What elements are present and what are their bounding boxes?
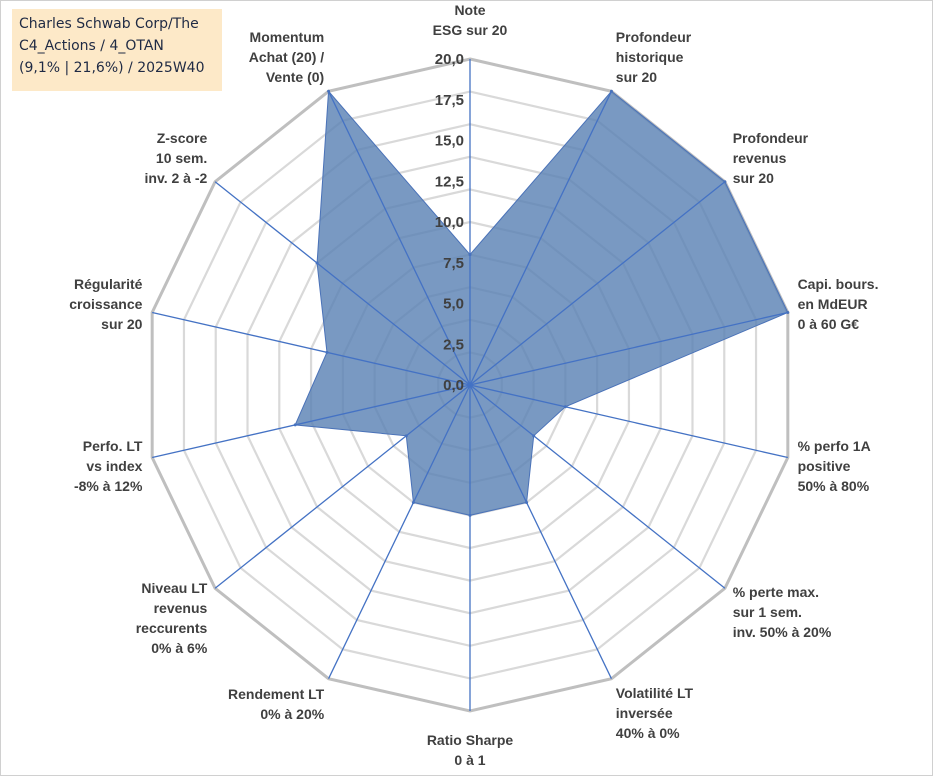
category-label-line: inv. 50% à 20% [733,624,832,640]
spokes [152,59,788,711]
category-label-line: sur 1 sem. [733,604,802,620]
axis-spoke [469,181,726,386]
category-label-line: historique [616,49,684,65]
tick-label: 17,5 [435,92,464,109]
category-label: Ratio Sharpe 0 à 1 [427,732,514,768]
category-label-line: Momentum [250,29,325,45]
tick-label: 0,0 [443,377,464,394]
category-label-line: vs index [86,458,142,474]
category-label-line: Achat (20) / [249,49,325,65]
radial-tick-labels: 0,0 2,5 5,0 7,5 10,0 12,5 15,0 17,5 20,0 [435,51,464,394]
axis-spoke [214,181,471,386]
category-label-line: Z-score [157,130,208,146]
category-label-line: Profondeur [616,29,692,45]
tick-label: 2,5 [443,336,464,353]
tick-label: 20,0 [435,51,464,68]
category-label-line: positive [798,458,851,474]
category-label-line: Rendement LT [228,686,325,702]
chart-title-line-2: C4_Actions / 4_OTAN [19,38,164,54]
axis-spoke [469,384,726,589]
category-label-line: 0 à 60 G€ [798,316,860,332]
category-label-line: 0% à 6% [151,640,208,656]
category-label-line: Volatilité LT [616,685,694,701]
category-label-line: Profondeur [733,130,809,146]
tick-label: 7,5 [443,255,464,272]
category-label: Niveau LT revenus reccurents 0% à 6% [136,580,208,656]
chart-title-line-3: (9,1% | 21,6%) / 2025W40 [19,60,205,76]
category-label: % perfo 1A positive 50% à 80% [798,438,871,494]
category-label-line: Note [454,2,485,18]
category-label-line: revenus [154,600,208,616]
category-label: Régularité croissance sur 20 [69,276,142,332]
chart-title-box: Charles Schwab Corp/The C4_Actions / 4_O… [12,9,222,91]
category-label-line: 50% à 80% [798,478,870,494]
category-label-line: sur 20 [101,316,142,332]
series-area [294,90,789,516]
category-label: Profondeur revenus sur 20 [733,130,809,186]
category-label-line: ESG sur 20 [433,22,508,38]
category-label-line: 40% à 0% [616,725,680,741]
axis-spoke [469,311,788,386]
category-label-line: en MdEUR [798,296,868,312]
axis-spoke [327,384,471,679]
axis-spoke [152,384,471,459]
category-label-line: % perfo 1A [798,438,871,454]
category-label: Z-score 10 sem. inv. 2 à -2 [145,130,208,186]
category-label: Note ESG sur 20 [433,2,508,38]
axis-spoke [469,384,613,679]
tick-label: 15,0 [435,133,464,150]
category-label: Perfo. LT vs index -8% à 12% [74,438,143,494]
category-label-line: Vente (0) [266,69,324,85]
category-label-line: reccurents [136,620,208,636]
tick-label: 12,5 [435,173,464,190]
category-label-line: Ratio Sharpe [427,732,514,748]
category-labels: Note ESG sur 20 Profondeur historique sur 20… [69,2,878,768]
category-label-line: 0% à 20% [260,706,324,722]
category-label: % perte max. sur 1 sem. inv. 50% à 20% [733,584,832,640]
tick-label: 5,0 [443,296,464,313]
axis-spoke [327,91,471,386]
category-label-line: revenus [733,150,787,166]
category-label-line: Niveau LT [141,580,207,596]
category-label: Momentum Achat (20) / Vente (0) [249,29,325,85]
category-label-line: Perfo. LT [83,438,143,454]
axis-spoke [469,384,788,459]
category-label: Profondeur historique sur 20 [616,29,692,85]
category-label-line: sur 20 [733,170,774,186]
category-label-line: Régularité [74,276,143,292]
category-label-line: sur 20 [616,69,657,85]
category-label-line: % perte max. [733,584,819,600]
category-label: Volatilité LT inversée 40% à 0% [616,685,694,741]
category-label-line: 0 à 1 [454,752,485,768]
category-label-line: -8% à 12% [74,478,143,494]
tick-label: 10,0 [435,214,464,231]
category-label-line: Capi. bours. [798,276,879,292]
category-label: Rendement LT 0% à 20% [228,686,325,722]
category-label-line: inversée [616,705,673,721]
category-label-line: inv. 2 à -2 [145,170,208,186]
chart-title-line-1: Charles Schwab Corp/The [19,16,199,32]
category-label-line: croissance [69,296,142,312]
category-label-line: 10 sem. [156,150,207,166]
axis-spoke [469,91,613,386]
axis-spoke [214,384,471,589]
axis-spoke [152,311,471,386]
category-label: Capi. bours. en MdEUR 0 à 60 G€ [798,276,879,332]
